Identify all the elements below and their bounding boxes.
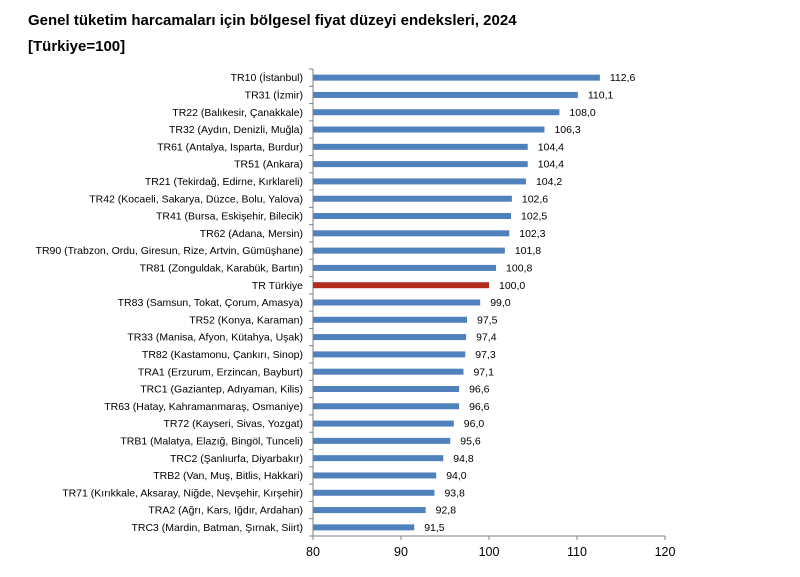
category-label: TR82 (Kastamonu, Çankırı, Sinop) <box>142 349 303 361</box>
category-label: TRC3 (Mardin, Batman, Şırnak, Siirt) <box>131 522 303 534</box>
category-label: TR33 (Manisa, Afyon, Kütahya, Uşak) <box>127 332 303 344</box>
data-label: 97,4 <box>476 332 497 344</box>
data-label: 97,3 <box>475 349 496 361</box>
bar <box>313 178 526 185</box>
data-label: 94,0 <box>446 470 467 482</box>
bar <box>313 472 437 479</box>
category-label: TR90 (Trabzon, Ordu, Giresun, Rize, Artv… <box>36 245 303 257</box>
data-label: 102,5 <box>521 211 547 223</box>
bar <box>313 213 511 220</box>
bar <box>313 403 460 410</box>
bar <box>313 489 435 496</box>
x-tick-label: 100 <box>479 545 500 559</box>
category-label: TR32 (Aydın, Denizli, Muğla) <box>169 124 303 136</box>
chart-subtitle: [Türkiye=100] <box>28 38 126 55</box>
data-label: 100,8 <box>506 263 532 275</box>
category-label: TR51 (Ankara) <box>234 159 303 171</box>
data-label: 94,8 <box>453 453 474 465</box>
category-label: TR81 (Zonguldak, Karabük, Bartın) <box>140 263 303 275</box>
data-label: 92,8 <box>436 505 457 517</box>
bar <box>313 161 528 168</box>
category-label: TR83 (Samsun, Tokat, Çorum, Amasya) <box>118 297 303 309</box>
x-tick-label: 110 <box>567 545 587 559</box>
bar <box>313 230 510 237</box>
category-label: TR22 (Balıkesir, Çanakkale) <box>172 107 303 119</box>
bar <box>313 507 426 514</box>
category-label: TR62 (Adana, Mersin) <box>200 228 303 240</box>
data-label: 96,6 <box>469 384 490 396</box>
data-label: 102,6 <box>522 193 548 205</box>
bar <box>313 247 505 254</box>
category-label: TR52 (Konya, Karaman) <box>189 314 303 326</box>
data-label: 110,1 <box>588 90 614 102</box>
category-label: TRC2 (Şanlıurfa, Diyarbakır) <box>170 453 303 465</box>
bar <box>313 455 444 462</box>
bar <box>313 195 512 202</box>
bar <box>313 524 415 531</box>
bar <box>313 264 497 271</box>
data-label: 91,5 <box>424 522 445 534</box>
category-label: TR71 (Kırıkkale, Aksaray, Niğde, Nevşehi… <box>62 487 303 499</box>
bar <box>313 109 560 116</box>
bar <box>313 91 578 98</box>
bar <box>313 126 545 133</box>
data-label: 97,5 <box>477 314 498 326</box>
data-label: 102,3 <box>519 228 545 240</box>
data-label: 96,6 <box>469 401 490 413</box>
data-label: 93,8 <box>444 487 465 499</box>
data-label: 99,0 <box>490 297 511 309</box>
data-label: 108,0 <box>569 107 595 119</box>
category-label: TR42 (Kocaeli, Sakarya, Düzce, Bolu, Yal… <box>89 193 303 205</box>
bar <box>313 299 481 306</box>
x-tick-label: 120 <box>655 545 676 559</box>
category-label: TR10 (İstanbul) <box>231 71 303 84</box>
category-label: TRA1 (Erzurum, Erzincan, Bayburt) <box>138 366 303 378</box>
data-label: 96,0 <box>464 418 485 430</box>
bar <box>313 316 467 323</box>
chart-title: Genel tüketim harcamaları için bölgesel … <box>28 12 517 29</box>
bar <box>313 351 466 358</box>
data-label: 101,8 <box>515 245 541 257</box>
bar <box>313 368 464 375</box>
category-label: TR61 (Antalya, Isparta, Burdur) <box>157 141 303 153</box>
x-tick-label: 80 <box>306 545 320 559</box>
category-label: TR21 (Tekirdağ, Edirne, Kırklareli) <box>145 176 303 188</box>
data-label: 104,4 <box>538 141 564 153</box>
category-label: TRC1 (Gaziantep, Adıyaman, Kilis) <box>140 384 303 396</box>
category-label: TR Türkiye <box>252 280 303 292</box>
category-label: TRB2 (Van, Muş, Bitlis, Hakkari) <box>153 470 303 482</box>
bar <box>313 74 600 81</box>
category-label: TR41 (Bursa, Eskişehir, Bilecik) <box>156 211 303 223</box>
category-label: TRB1 (Malatya, Elazığ, Bingöl, Tunceli) <box>120 435 303 447</box>
bar <box>313 143 528 150</box>
bar <box>313 420 454 427</box>
bar <box>313 334 467 341</box>
data-label: 104,4 <box>538 159 564 171</box>
category-label: TR63 (Hatay, Kahramanmaraş, Osmaniye) <box>104 401 303 413</box>
data-label: 100,0 <box>499 280 525 292</box>
category-label: TR31 (İzmir) <box>245 89 303 102</box>
category-label: TRA2 (Ağrı, Kars, Iğdır, Ardahan) <box>148 505 303 517</box>
data-label: 95,6 <box>460 435 481 447</box>
data-label: 104,2 <box>536 176 562 188</box>
bar <box>313 385 460 392</box>
data-label: 112,6 <box>610 72 636 84</box>
bar-highlight <box>313 282 489 289</box>
bar <box>313 437 451 444</box>
x-tick-label: 90 <box>394 545 408 559</box>
data-label: 97,1 <box>473 366 494 378</box>
category-label: TR72 (Kayseri, Sivas, Yozgat) <box>164 418 303 430</box>
data-label: 106,3 <box>554 124 580 136</box>
